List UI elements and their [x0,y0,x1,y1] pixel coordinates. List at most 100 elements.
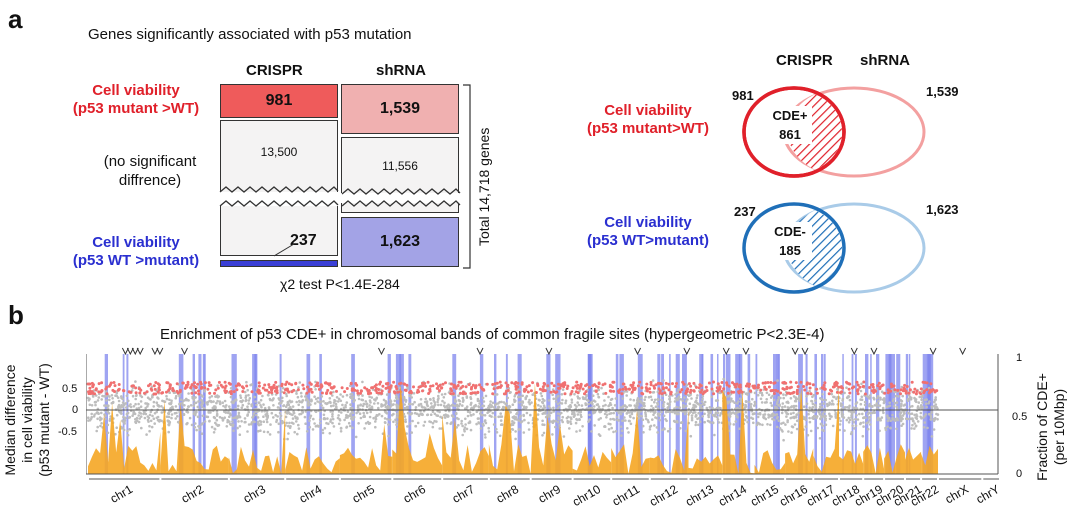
scatter-point [570,398,574,401]
scatter-point [384,411,388,414]
right-y-axis-label-line1: Fraction of CDE+ [1034,373,1050,481]
scatter-point [88,397,91,401]
scatter-point [852,420,856,424]
scatter-point [321,406,325,410]
scatter-point [461,396,465,400]
scatter-point [276,415,279,418]
scatter-point [544,415,548,419]
scatter-point [482,424,485,427]
scatter-point [243,417,247,420]
cde-fraction-area [442,414,489,474]
scatter-point [348,424,352,428]
scatter-point [677,409,680,413]
hit-point [726,391,730,395]
right-tick-0: 0 [1016,468,1023,480]
scatter-point [414,424,418,428]
hit-point [808,382,812,386]
hit-point [504,389,508,393]
scatter-point [423,420,427,424]
hit-point [658,389,662,393]
scatter-point [99,424,102,428]
hit-point [912,390,916,394]
scatter-point [197,400,200,403]
hit-point [495,381,499,385]
scatter-point [509,411,512,414]
scatter-point [541,434,544,437]
scatter-point [433,404,436,407]
hit-point [753,384,757,388]
scatter-point [345,425,349,429]
scatter-point [287,424,290,428]
scatter-point [703,400,707,404]
scatter-point [697,403,701,406]
scatter-point [229,413,232,417]
scatter-point [240,420,243,423]
scatter-point [587,402,590,406]
right-tick-1: 1 [1016,352,1023,364]
scatter-point [869,423,872,426]
scatter-point [359,416,363,420]
scatter-point [715,406,719,410]
hit-point [150,388,154,392]
scatter-point [782,421,785,425]
scatter-point [221,401,224,404]
row-label-nosig-line2: diffrence) [118,172,182,189]
scatter-point [477,422,481,425]
hit-point [227,381,231,385]
scatter-point [309,403,312,406]
hit-point [363,386,367,390]
scatter-point [472,413,475,416]
scatter-point [205,415,208,418]
scatter-point [108,395,111,398]
scatter-point [431,421,435,425]
scatter-point [90,412,93,416]
scatter-point [806,433,810,437]
scatter-point [755,423,759,427]
scatter-point [146,402,150,406]
scatter-point [380,405,383,408]
scatter-point [703,412,706,416]
hit-point [862,384,866,388]
scatter-point [652,413,655,417]
scatter-point [795,427,799,431]
scatter-point [679,398,683,401]
hit-point [394,385,398,388]
scatter-point [605,413,609,417]
scatter-point [899,404,903,408]
hit-point [710,387,714,391]
scatter-point [797,411,801,415]
hit-point [811,383,815,387]
scatter-point [140,395,144,399]
hit-point [663,391,667,395]
scatter-point [432,399,436,402]
scatter-point [419,409,422,413]
scatter-point [619,412,623,416]
scatter-point [756,412,760,416]
scatter-point [792,406,796,409]
scatter-point [888,401,891,404]
hit-point [356,391,360,395]
scatter-point [522,414,525,418]
scatter-point [809,429,813,433]
scatter-point [461,424,464,428]
hit-point [771,388,775,392]
hit-point [209,383,213,387]
scatter-point [227,409,230,413]
hit-point [229,390,233,393]
scatter-point [365,402,368,406]
scatter-point [627,431,630,434]
hit-point [808,386,812,390]
scatter-point [609,417,612,421]
scatter-point [296,395,300,399]
scatter-point [875,402,879,405]
scatter-point [134,397,137,401]
hit-point [529,389,533,393]
scatter-point [403,397,406,400]
scatter-point [785,415,788,418]
scatter-point [588,418,591,421]
scatter-point [195,428,198,432]
scatter-point [431,425,435,429]
shrna-mutant-cell: 1,539 [341,84,459,134]
hit-point [675,382,678,385]
scatter-point [765,401,768,404]
